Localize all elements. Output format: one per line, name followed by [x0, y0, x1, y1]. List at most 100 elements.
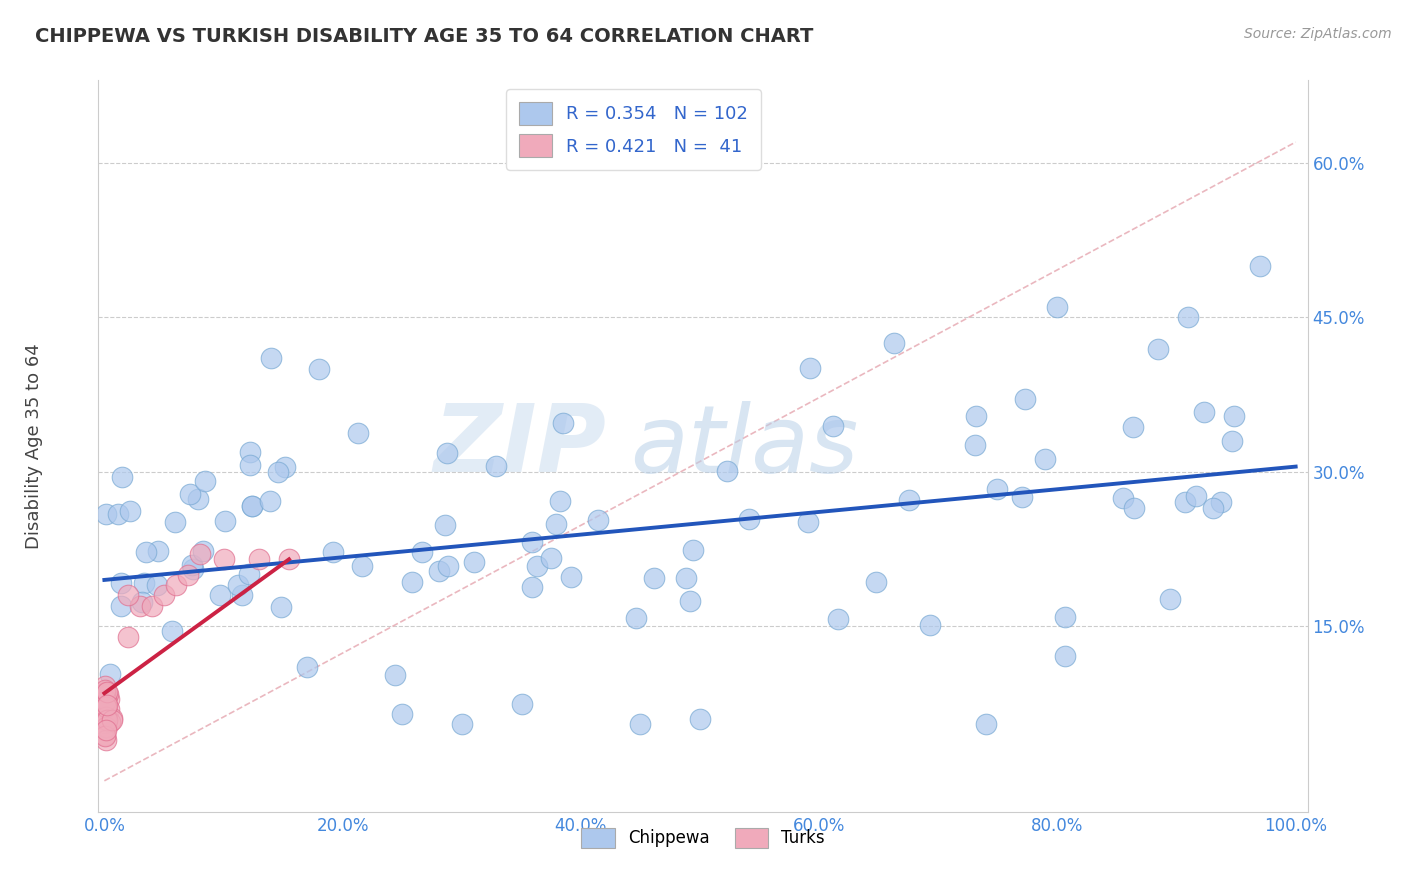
Point [94, 679, 117, 693]
Point [96, 713, 118, 727]
Point [1159, 592, 1181, 607]
Point [1209, 494, 1232, 508]
Point [898, 493, 921, 508]
Point [160, 624, 183, 638]
Point [212, 552, 235, 566]
Point [238, 567, 260, 582]
Point [560, 570, 582, 584]
Point [1220, 434, 1243, 448]
Point [436, 558, 458, 573]
Point [132, 576, 155, 591]
Point [450, 717, 472, 731]
Point [411, 545, 433, 559]
Point [1112, 491, 1135, 505]
Point [94, 720, 117, 734]
Point [1177, 310, 1199, 325]
Point [1249, 259, 1271, 273]
Point [267, 465, 290, 479]
Point [94, 708, 117, 723]
Point [463, 554, 485, 568]
Point [630, 717, 652, 731]
Point [96, 720, 118, 734]
Text: ZIP: ZIP [433, 400, 606, 492]
Point [94, 682, 117, 697]
Point [96, 710, 118, 724]
Point [520, 535, 543, 549]
Point [96, 689, 118, 703]
Point [120, 504, 142, 518]
Point [682, 543, 704, 558]
Point [689, 712, 711, 726]
Point [117, 630, 139, 644]
Point [827, 612, 849, 626]
Point [308, 361, 330, 376]
Point [1054, 649, 1077, 664]
Point [322, 545, 344, 559]
Point [194, 475, 217, 489]
Point [239, 458, 262, 473]
Point [111, 469, 134, 483]
Point [485, 458, 508, 473]
Point [146, 544, 169, 558]
Point [974, 717, 997, 731]
Point [965, 409, 987, 423]
Point [270, 600, 292, 615]
Point [965, 437, 987, 451]
Point [1046, 300, 1069, 314]
Point [278, 552, 301, 566]
Point [1174, 495, 1197, 509]
Point [1011, 490, 1033, 504]
Point [94, 729, 117, 743]
Point [94, 732, 117, 747]
Point [214, 514, 236, 528]
Point [96, 685, 118, 699]
Point [797, 515, 820, 529]
Point [551, 416, 574, 430]
Point [1122, 420, 1144, 434]
Point [93, 693, 115, 707]
Point [193, 544, 215, 558]
Point [107, 507, 129, 521]
Point [179, 486, 201, 500]
Point [675, 571, 697, 585]
Point [548, 494, 571, 508]
Point [129, 599, 152, 613]
Point [117, 588, 139, 602]
Text: Source: ZipAtlas.com: Source: ZipAtlas.com [1244, 27, 1392, 41]
Point [94, 698, 117, 713]
Point [100, 710, 122, 724]
Y-axis label: Disability Age 35 to 64: Disability Age 35 to 64 [25, 343, 42, 549]
Point [799, 361, 821, 376]
Point [1054, 610, 1077, 624]
Point [101, 713, 124, 727]
Point [391, 706, 413, 721]
Point [347, 426, 370, 441]
Point [624, 611, 647, 625]
Point [165, 578, 187, 592]
Point [98, 667, 121, 681]
Text: CHIPPEWA VS TURKISH DISABILITY AGE 35 TO 64 CORRELATION CHART: CHIPPEWA VS TURKISH DISABILITY AGE 35 TO… [35, 27, 814, 45]
Point [617, 135, 640, 149]
Point [1146, 342, 1168, 356]
Point [986, 482, 1008, 496]
Point [544, 517, 567, 532]
Point [1033, 451, 1056, 466]
Point [295, 660, 318, 674]
Point [429, 565, 451, 579]
Point [93, 686, 115, 700]
Point [96, 687, 118, 701]
Point [163, 515, 186, 529]
Point [181, 562, 204, 576]
Point [678, 593, 700, 607]
Point [94, 684, 117, 698]
Point [865, 575, 887, 590]
Point [433, 518, 456, 533]
Point [883, 336, 905, 351]
Legend: Chippewa, Turks: Chippewa, Turks [575, 821, 831, 855]
Point [98, 702, 121, 716]
Point [259, 493, 281, 508]
Point [187, 491, 209, 506]
Point [93, 728, 115, 742]
Point [643, 572, 665, 586]
Point [231, 588, 253, 602]
